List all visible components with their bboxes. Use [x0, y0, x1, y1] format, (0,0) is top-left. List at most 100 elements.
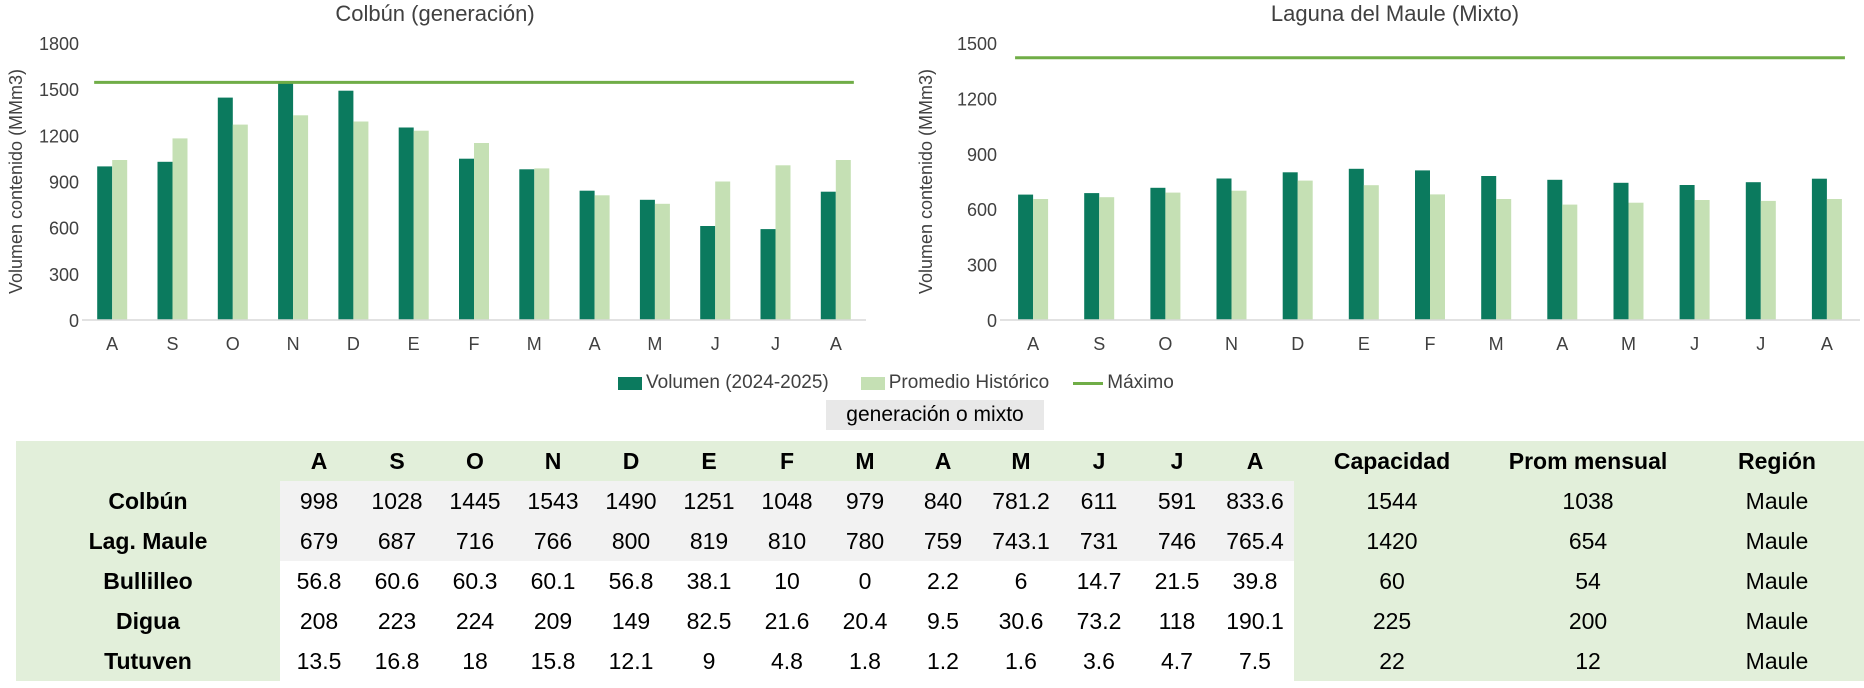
table-cell: 766 [514, 521, 592, 561]
table-cell: 1028 [358, 481, 436, 521]
y-tick-label: 600 [967, 200, 997, 220]
x-tick-label: J [771, 334, 780, 354]
bar-volumen [157, 161, 173, 320]
table-cell: 4.8 [748, 641, 826, 681]
y-tick-label: 0 [987, 311, 997, 331]
capacidad-cell: 1420 [1294, 521, 1490, 561]
y-tick-label: 900 [49, 173, 79, 193]
bar-volumen [639, 199, 655, 320]
table-cell: 1490 [592, 481, 670, 521]
table-row: Colbún 998 1028 1445 1543 1490 1251 1048 979 840 7… [16, 481, 1864, 521]
table-cell: 10 [748, 561, 826, 601]
table-header-row: A S O N D E F M A M J J A Capacidad Prom… [16, 441, 1864, 481]
month-header: J [1060, 441, 1138, 481]
region-cell: Maule [1686, 561, 1864, 601]
y-axis-label: Volumen contenido (MMm3) [6, 69, 26, 294]
x-tick-label: A [830, 334, 842, 354]
bar-promedio [112, 160, 128, 320]
x-tick-label: N [287, 334, 300, 354]
month-header: A [904, 441, 982, 481]
table-cell: 979 [826, 481, 904, 521]
x-tick-label: D [1291, 334, 1304, 354]
month-header: J [1138, 441, 1216, 481]
table-cell: 591 [1138, 481, 1216, 521]
table-cell: 208 [280, 601, 358, 641]
bar-volumen [398, 127, 414, 320]
table-cell: 759 [904, 521, 982, 561]
bar-volumen [217, 97, 233, 320]
bar-volumen [338, 90, 354, 320]
table-cell: 56.8 [592, 561, 670, 601]
x-tick-label: N [1225, 334, 1238, 354]
table-cell: 840 [904, 481, 982, 521]
table-cell: 6 [982, 561, 1060, 601]
prom-mensual-header: Prom mensual [1490, 441, 1686, 481]
bar-volumen [1150, 187, 1166, 320]
x-tick-label: S [166, 334, 178, 354]
bar-promedio [1033, 199, 1049, 320]
chart-type-selector[interactable]: generación o mixto [826, 400, 1044, 430]
month-header: E [670, 441, 748, 481]
reservoir-name: Lag. Maule [16, 521, 280, 561]
y-axis-label: Volumen contenido (MMm3) [916, 69, 936, 294]
x-tick-label: D [347, 334, 360, 354]
table-cell: 810 [748, 521, 826, 561]
table-cell: 56.8 [280, 561, 358, 601]
table-cell: 60.6 [358, 561, 436, 601]
capacidad-cell: 1544 [1294, 481, 1490, 521]
bar-promedio [1297, 180, 1313, 320]
bar-volumen [820, 191, 836, 320]
table-cell: 743.1 [982, 521, 1060, 561]
table-row: Bullilleo 56.8 60.6 60.3 60.1 56.8 38.1 10 0 2.2 6… [16, 561, 1864, 601]
prom-mensual-cell: 654 [1490, 521, 1686, 561]
table-cell: 611 [1060, 481, 1138, 521]
table-cell: 781.2 [982, 481, 1060, 521]
table-cell: 9.5 [904, 601, 982, 641]
table-cell: 16.8 [358, 641, 436, 681]
table-cell: 73.2 [1060, 601, 1138, 641]
bar-volumen [1282, 172, 1298, 320]
table-cell: 82.5 [670, 601, 748, 641]
x-tick-label: S [1093, 334, 1105, 354]
bar-promedio [1628, 202, 1644, 320]
chart-title: Colbún (generación) [335, 1, 534, 26]
table-cell: 15.8 [514, 641, 592, 681]
bar-volumen [1745, 182, 1761, 320]
table-cell: 1.8 [826, 641, 904, 681]
bar-promedio [1363, 185, 1379, 320]
table-cell: 731 [1060, 521, 1138, 561]
x-tick-label: A [1821, 334, 1833, 354]
reservoir-name: Colbún [16, 481, 280, 521]
bar-volumen [1811, 178, 1827, 320]
table-row: Lag. Maule 679 687 716 766 800 819 810 780 759 743… [16, 521, 1864, 561]
month-header: N [514, 441, 592, 481]
x-tick-label: F [1425, 334, 1436, 354]
bar-promedio [474, 143, 489, 320]
table-cell: 20.4 [826, 601, 904, 641]
y-tick-label: 0 [69, 311, 79, 331]
y-tick-label: 300 [967, 256, 997, 276]
bar-promedio [594, 195, 610, 320]
bar-promedio [1231, 190, 1247, 320]
x-tick-label: F [469, 334, 480, 354]
bar-volumen [459, 158, 474, 320]
capacidad-header: Capacidad [1294, 441, 1490, 481]
bar-volumen [1415, 170, 1430, 320]
reservoir-name: Bullilleo [16, 561, 280, 601]
x-tick-label: M [527, 334, 542, 354]
region-cell: Maule [1686, 641, 1864, 681]
bar-promedio [232, 124, 248, 320]
reservoir-name: Tutuven [16, 641, 280, 681]
capacidad-cell: 225 [1294, 601, 1490, 641]
region-cell: Maule [1686, 481, 1864, 521]
table-cell: 149 [592, 601, 670, 641]
legend-label-maximo: Máximo [1107, 372, 1174, 393]
legend-label-volumen: Volumen (2024-2025) [646, 372, 829, 393]
table-cell: 1251 [670, 481, 748, 521]
table-cell: 998 [280, 481, 358, 521]
table-cell: 679 [280, 521, 358, 561]
table-corner [16, 441, 280, 481]
table-cell: 12.1 [592, 641, 670, 681]
y-tick-label: 1500 [39, 80, 79, 100]
table-cell: 39.8 [1216, 561, 1294, 601]
